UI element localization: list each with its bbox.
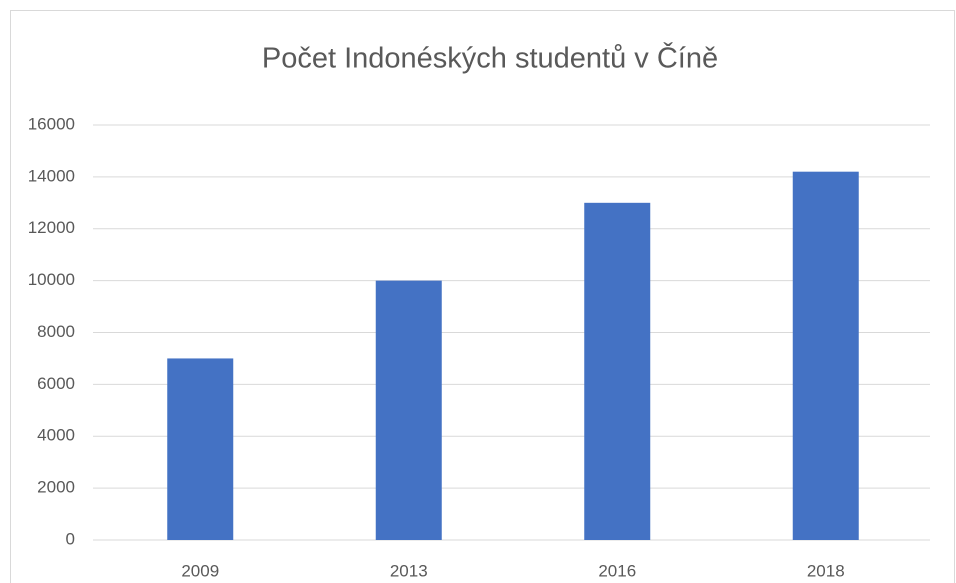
x-tick-label: 2013 (390, 561, 428, 580)
y-tick-label: 16000 (28, 114, 75, 133)
x-tick-label: 2016 (598, 561, 636, 580)
y-tick-label: 0 (66, 529, 75, 548)
chart-title: Počet Indonéských studentů v Číně (262, 41, 718, 75)
y-tick-label: 14000 (28, 166, 75, 185)
x-tick-label: 2018 (807, 561, 845, 580)
bar (167, 358, 234, 540)
y-tick-label: 10000 (28, 270, 75, 289)
y-tick-label: 4000 (37, 426, 75, 445)
bar (792, 171, 859, 540)
x-tick-label: 2009 (181, 561, 219, 580)
bar (584, 202, 651, 540)
y-tick-label: 8000 (37, 322, 75, 341)
y-tick-label: 2000 (37, 478, 75, 497)
y-tick-label: 12000 (28, 218, 75, 237)
y-tick-label: 6000 (37, 374, 75, 393)
bar (375, 280, 442, 540)
